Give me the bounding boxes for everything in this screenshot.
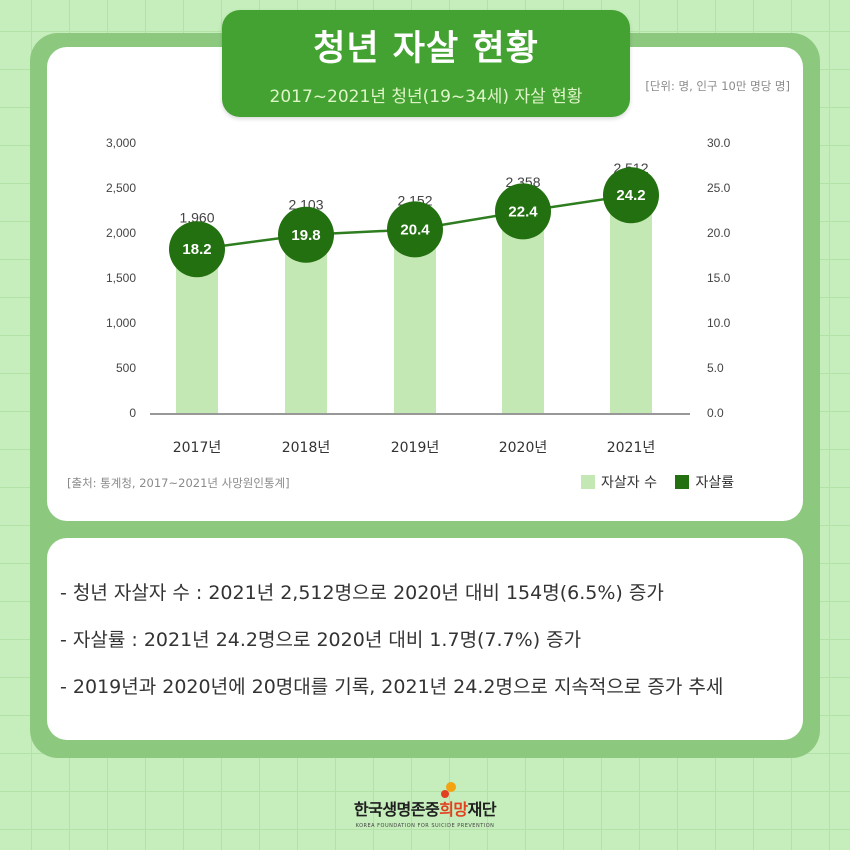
rate-point (278, 206, 334, 263)
bar (176, 236, 218, 413)
x-tick-label: 2019년 (391, 440, 440, 456)
bar (610, 186, 652, 413)
y-left-tick-label: 2,500 (106, 181, 136, 195)
y-left-tick-label: 2,000 (106, 226, 136, 240)
legend-label-bar: 자살자 수 (601, 475, 657, 491)
y-left-tick-label: 1,000 (106, 316, 136, 330)
x-tick-label: 2020년 (499, 440, 548, 456)
rate-point (169, 221, 225, 278)
legend-item-line: 자살률 (675, 472, 734, 492)
rate-data-label: 18.2 (182, 241, 211, 258)
x-tick-label: 2017년 (173, 440, 222, 456)
y-right-tick-label: 0.0 (707, 406, 724, 420)
legend-swatch-line (675, 475, 690, 489)
y-right-tick-label: 30.0 (707, 136, 731, 150)
logo-symbol-dot-icon (441, 790, 449, 798)
y-right-tick-label: 15.0 (707, 271, 731, 285)
legend-item-bar: 자살자 수 (581, 472, 657, 492)
source-note: [출처: 통계청, 2017~2021년 사망원인통계] (67, 476, 290, 490)
title-banner: 청년 자살 현황 2017~2021년 청년(19~34세) 자살 현황 (222, 10, 630, 117)
page-title: 청년 자살 현황 (313, 29, 539, 69)
bar (394, 219, 436, 413)
y-right-tick-label: 20.0 (707, 226, 731, 240)
summary-item: - 2019년과 2020년에 20명대를 기록, 2021년 24.2명으로 … (60, 676, 724, 698)
legend-swatch-bar (581, 475, 595, 489)
org-name: 한국생명존중희망재단 (353, 800, 497, 819)
org-logo: 한국생명존중희망재단 KOREA FOUNDATION FOR SUICIDE … (340, 780, 510, 830)
logo-symbol-icon (446, 782, 456, 792)
summary-list: - 청년 자살자 수 : 2021년 2,512명으로 2020년 대비 154… (60, 578, 723, 719)
x-tick-label: 2018년 (282, 440, 331, 456)
rate-point (387, 201, 443, 258)
rate-point (603, 167, 659, 224)
bar (502, 200, 544, 413)
rate-data-label: 19.8 (291, 227, 320, 244)
y-left-tick-label: 1,500 (106, 271, 136, 285)
y-right-tick-label: 10.0 (707, 316, 731, 330)
rate-data-label: 24.2 (616, 187, 645, 204)
y-left-tick-label: 3,000 (106, 136, 136, 150)
rate-point (495, 183, 551, 240)
y-right-tick-label: 25.0 (707, 181, 731, 195)
y-left-tick-label: 0 (129, 406, 136, 420)
chart-legend: 자살자 수 자살률 (581, 472, 748, 493)
bar (285, 223, 327, 413)
unit-note: [단위: 명, 인구 10만 명당 명] (645, 79, 790, 93)
legend-label-line: 자살률 (695, 475, 735, 491)
summary-item: - 자살률 : 2021년 24.2명으로 2020년 대비 1.7명(7.7%… (60, 629, 582, 651)
org-name-en: KOREA FOUNDATION FOR SUICIDE PREVENTION (355, 823, 495, 829)
rate-data-label: 20.4 (400, 221, 430, 238)
y-left-tick-label: 500 (116, 361, 136, 375)
y-right-tick-label: 5.0 (707, 361, 724, 375)
summary-item: - 청년 자살자 수 : 2021년 2,512명으로 2020년 대비 154… (60, 582, 664, 604)
rate-data-label: 22.4 (508, 203, 538, 220)
summary-card (47, 538, 803, 740)
x-tick-label: 2021년 (607, 440, 656, 456)
page-subtitle: 2017~2021년 청년(19~34세) 자살 현황 (269, 87, 583, 107)
bar-data-label: 1,960 (179, 210, 214, 226)
